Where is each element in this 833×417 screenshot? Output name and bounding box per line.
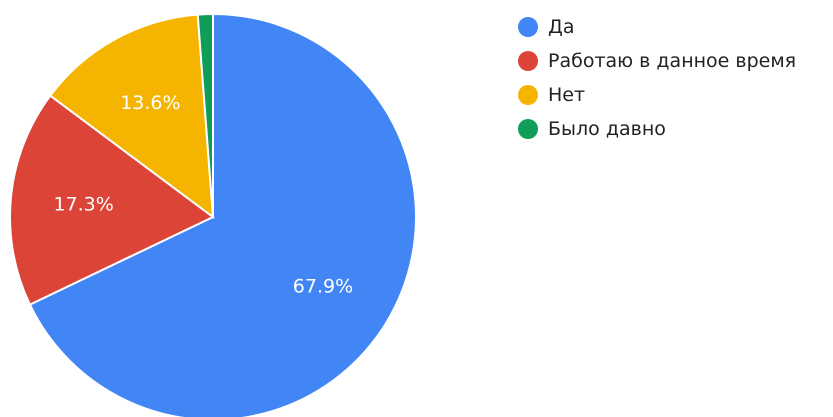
pie-slice-da[interactable] <box>28 12 417 417</box>
pie-label-da: 67.9% <box>293 275 353 297</box>
legend-swatch-rabotayu <box>518 51 538 71</box>
legend-label-bylo-davno: Было давно <box>548 118 666 140</box>
legend-swatch-da <box>518 17 538 37</box>
legend-swatch-bylo-davno <box>518 119 538 139</box>
pie-slices <box>9 12 417 417</box>
legend-item-bylo-davno[interactable]: Было давно <box>518 112 796 146</box>
legend-item-da[interactable]: Да <box>518 10 796 44</box>
legend-label-net: Нет <box>548 84 586 106</box>
pie-label-net: 13.6% <box>120 92 180 114</box>
pie-slice-bylo-davno[interactable] <box>196 12 214 218</box>
legend-item-net[interactable]: Нет <box>518 78 796 112</box>
pie-label-rabotayu: 17.3% <box>53 193 113 215</box>
legend-label-da: Да <box>548 16 575 38</box>
legend-item-rabotayu[interactable]: Работаю в данное время <box>518 44 796 78</box>
legend-swatch-net <box>518 85 538 105</box>
pie-slice-labels: 67.9% 17.3% 13.6% <box>53 92 353 297</box>
pie-slice-net[interactable] <box>48 13 215 220</box>
chart-legend: Да Работаю в данное время Нет Было давно <box>518 10 796 146</box>
pie-slice-rabotayu[interactable] <box>9 94 215 306</box>
legend-label-rabotayu: Работаю в данное время <box>548 50 797 72</box>
